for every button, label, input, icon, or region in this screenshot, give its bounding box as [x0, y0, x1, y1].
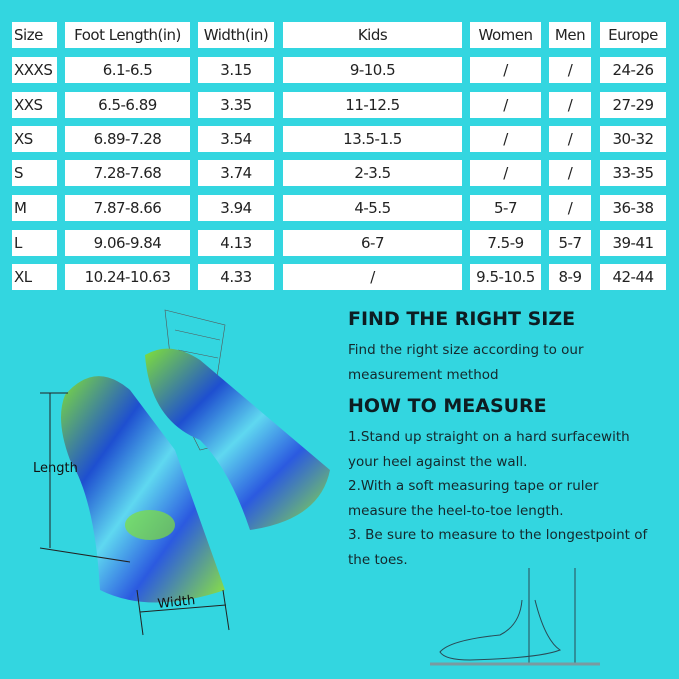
table-cell: 4-5.5	[283, 195, 462, 221]
table-cell: /	[549, 160, 591, 186]
table-cell: 9.06-9.84	[65, 230, 190, 256]
table-cell: S	[12, 160, 57, 186]
foot-measure-diagram	[430, 568, 600, 666]
table-cell: 10.24-10.63	[65, 264, 190, 290]
column-header: Kids	[283, 22, 462, 48]
table-cell: 6-7	[283, 230, 462, 256]
fin-front	[61, 376, 225, 603]
table-cell: 8-9	[549, 264, 591, 290]
table-cell: 9.5-10.5	[470, 264, 541, 290]
table-cell: /	[470, 126, 541, 152]
step-1: 1.Stand up straight on a hard surfacewit…	[348, 429, 630, 470]
table-cell: 7.28-7.68	[65, 160, 190, 186]
table-cell: /	[470, 57, 541, 83]
table-cell: 3.94	[198, 195, 274, 221]
find-size-title: FIND THE RIGHT SIZE	[348, 308, 576, 330]
table-cell: 5-7	[470, 195, 541, 221]
table-cell: 42-44	[600, 264, 666, 290]
fin-back	[145, 348, 330, 530]
table-cell: 30-32	[600, 126, 666, 152]
table-cell: 5-7	[549, 230, 591, 256]
column-header: Men	[549, 22, 591, 48]
table-cell: 3.54	[198, 126, 274, 152]
table-cell: 33-35	[600, 160, 666, 186]
table-cell: 9-10.5	[283, 57, 462, 83]
table-cell: 4.13	[198, 230, 274, 256]
table-cell: 4.33	[198, 264, 274, 290]
step-2: 2.With a soft measuring tape or ruler me…	[348, 478, 599, 519]
table-cell: /	[549, 126, 591, 152]
table-cell: XXXS	[12, 57, 57, 83]
column-header: Size	[12, 22, 57, 48]
table-cell: 3.15	[198, 57, 274, 83]
table-cell: 11-12.5	[283, 92, 462, 118]
fin-foot-pocket	[125, 510, 175, 540]
table-cell: 3.74	[198, 160, 274, 186]
width-label: Width	[157, 593, 196, 612]
column-header: Europe	[600, 22, 666, 48]
table-cell: 13.5-1.5	[283, 126, 462, 152]
column-header: Women	[470, 22, 541, 48]
table-cell: /	[549, 92, 591, 118]
table-cell: L	[12, 230, 57, 256]
column-header: Width(in)	[198, 22, 274, 48]
table-cell: 7.87-8.66	[65, 195, 190, 221]
how-to-measure-title: HOW TO MEASURE	[348, 395, 547, 417]
table-cell: 3.35	[198, 92, 274, 118]
length-label: Length	[33, 461, 78, 476]
table-cell: XXS	[12, 92, 57, 118]
table-cell: /	[549, 195, 591, 221]
table-cell: 6.1-6.5	[65, 57, 190, 83]
table-cell: 7.5-9	[470, 230, 541, 256]
table-cell: M	[12, 195, 57, 221]
table-cell: /	[283, 264, 462, 290]
table-cell: 2-3.5	[283, 160, 462, 186]
table-cell: 36-38	[600, 195, 666, 221]
table-cell: XS	[12, 126, 57, 152]
find-size-text: Find the right size according to our mea…	[348, 342, 584, 383]
table-cell: XL	[12, 264, 57, 290]
table-cell: /	[549, 57, 591, 83]
table-cell: 6.5-6.89	[65, 92, 190, 118]
table-cell: /	[470, 92, 541, 118]
column-header: Foot Length(in)	[65, 22, 190, 48]
table-cell: 24-26	[600, 57, 666, 83]
dimension-lines	[39, 392, 230, 636]
step-3: 3. Be sure to measure to the longestpoin…	[348, 527, 648, 568]
table-cell: 39-41	[600, 230, 666, 256]
table-cell: /	[470, 160, 541, 186]
table-cell: 6.89-7.28	[65, 126, 190, 152]
table-cell: 27-29	[600, 92, 666, 118]
